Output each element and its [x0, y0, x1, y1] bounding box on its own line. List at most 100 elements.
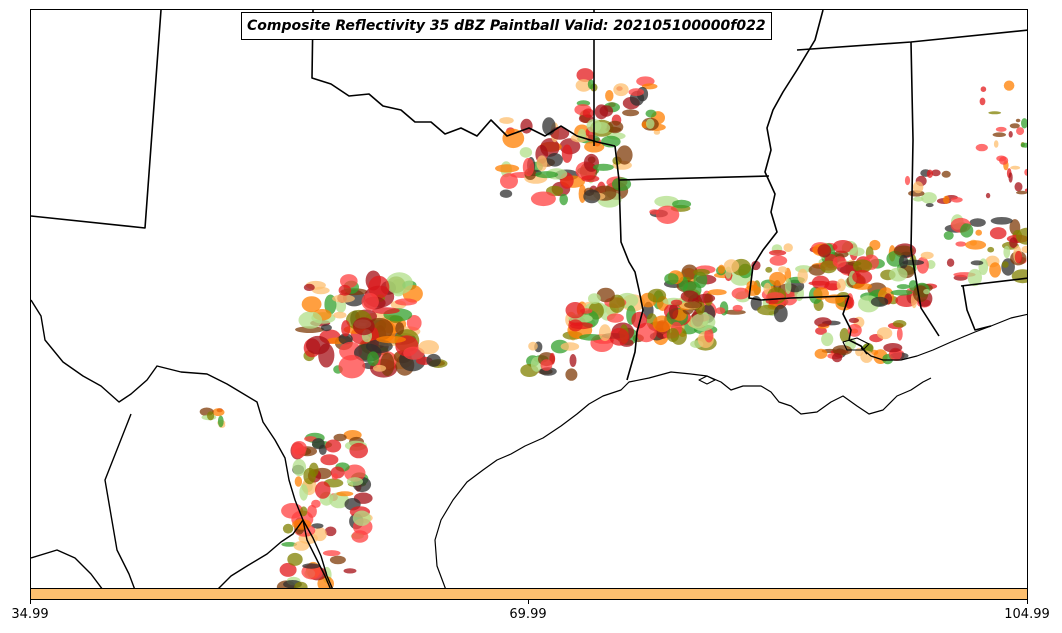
- reflectivity-blob: [993, 140, 999, 148]
- reflectivity-blob: [303, 467, 316, 485]
- reflectivity-blob: [426, 353, 441, 367]
- reflectivity-blob: [540, 138, 560, 157]
- reflectivity-blob: [988, 111, 1002, 115]
- reflectivity-blob: [622, 109, 640, 117]
- reflectivity-blob: [653, 129, 661, 135]
- reflectivity-blob: [582, 108, 594, 118]
- reflectivity-blob: [980, 86, 987, 92]
- reflectivity-blob: [338, 355, 366, 379]
- reflectivity-blob: [883, 343, 903, 353]
- reflectivity-blob: [955, 241, 967, 247]
- reflectivity-blob: [212, 408, 225, 417]
- reflectivity-blob: [681, 264, 698, 280]
- reflectivity-blob: [293, 541, 310, 551]
- state-border-tx-la: [614, 145, 644, 381]
- reflectivity-blob: [836, 278, 846, 292]
- state-border-ms-al: [910, 41, 940, 337]
- colorbar-tick: [1027, 600, 1028, 604]
- reflectivity-blob: [773, 304, 788, 323]
- reflectivity-blob: [341, 320, 351, 337]
- reflectivity-blob: [613, 83, 629, 97]
- reflectivity-blob: [332, 294, 355, 303]
- reflectivity-blob: [368, 275, 390, 299]
- reflectivity-blob: [611, 177, 632, 191]
- reflectivity-blob: [335, 299, 347, 313]
- reflectivity-blob: [985, 192, 991, 199]
- reflectivity-blob: [904, 175, 911, 186]
- reflectivity-blob: [581, 175, 600, 183]
- reflectivity-blob: [690, 312, 716, 332]
- reflectivity-blob: [294, 476, 303, 487]
- reflectivity-blob: [664, 273, 679, 285]
- reflectivity-blob: [645, 118, 655, 129]
- reflectivity-blob: [519, 147, 533, 158]
- reflectivity-blob: [821, 332, 834, 347]
- reflectivity-blob: [282, 523, 294, 534]
- reflectivity-blob: [1020, 142, 1027, 148]
- reflectivity-blob: [343, 568, 357, 574]
- reflectivity-blob: [565, 302, 585, 319]
- reflectivity-blob: [1008, 172, 1013, 183]
- reflectivity-blob: [628, 88, 645, 96]
- reflectivity-blob: [876, 327, 893, 340]
- reflectivity-blob: [723, 259, 740, 273]
- reflectivity-blob: [704, 327, 714, 343]
- reflectivity-blob: [294, 581, 308, 588]
- map-panel: [30, 9, 1028, 589]
- reflectivity-blob: [336, 491, 354, 497]
- reflectivity-blob: [920, 251, 934, 260]
- reflectivity-blob: [693, 268, 710, 276]
- gulf-coastline-east: [860, 313, 1027, 361]
- reflectivity-blob: [499, 189, 513, 198]
- reflectivity-blob: [989, 262, 1001, 278]
- reflectivity-blob: [380, 352, 395, 377]
- state-border-la-ms: [842, 295, 868, 355]
- reflectivity-blob: [969, 218, 986, 227]
- reflectivity-blob: [769, 271, 786, 286]
- reflectivity-blob: [852, 282, 872, 290]
- colorbar-label-min: 34.99: [11, 607, 49, 622]
- reflectivity-blob: [418, 340, 440, 355]
- reflectivity-blob: [565, 368, 578, 381]
- reflectivity-blob: [832, 240, 854, 253]
- reflectivity-blob: [1024, 168, 1027, 176]
- reflectivity-blob: [715, 307, 726, 315]
- reflectivity-blob: [926, 169, 934, 178]
- reflectivity-blob: [811, 275, 830, 290]
- reflectivity-blob: [569, 354, 577, 367]
- reflectivity-blob: [329, 555, 346, 565]
- reflectivity-blob: [832, 256, 847, 268]
- reflectivity-blob: [1009, 123, 1020, 129]
- reflectivity-blob: [975, 229, 982, 236]
- reflectivity-blob: [329, 492, 349, 509]
- reflectivity-blob: [960, 223, 974, 238]
- reflectivity-blob: [896, 284, 910, 290]
- reflectivity-blob: [207, 411, 215, 421]
- reflectivity-blob: [832, 345, 852, 356]
- reflectivity-blob: [783, 243, 793, 253]
- reflectivity-blob: [535, 171, 559, 179]
- reflectivity-blob: [352, 510, 371, 526]
- reflectivity-blob: [499, 117, 514, 124]
- reflectivity-blob: [349, 442, 369, 459]
- reflectivity-blob: [361, 293, 379, 311]
- reflectivity-blob: [975, 143, 988, 152]
- reflectivity-blob: [849, 247, 865, 257]
- reflectivity-blob: [757, 304, 779, 316]
- state-border-ar-la: [618, 175, 770, 181]
- reflectivity-blob: [814, 348, 828, 359]
- reflectivity-blob: [898, 254, 909, 269]
- colorbar: [30, 588, 1028, 600]
- reflectivity-blob: [817, 244, 832, 258]
- reflectivity-blob: [967, 268, 982, 287]
- reflectivity-blob: [372, 364, 387, 372]
- reflectivity-blob: [943, 231, 954, 240]
- map-canvas: [31, 10, 1027, 588]
- reflectivity-blob: [717, 264, 726, 274]
- reflectivity-blob: [324, 526, 337, 537]
- reflectivity-blob: [839, 328, 850, 342]
- reflectivity-blob: [606, 313, 624, 323]
- reflectivity-blob: [892, 320, 907, 328]
- state-border-nm-ok: [31, 10, 162, 229]
- reflectivity-blob: [1021, 118, 1027, 129]
